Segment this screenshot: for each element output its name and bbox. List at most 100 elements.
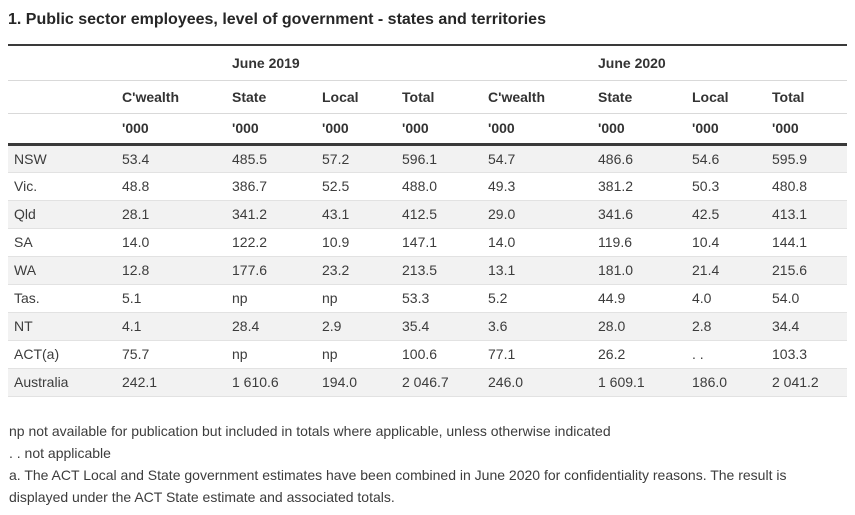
- data-cell: 177.6: [232, 262, 268, 278]
- data-cell: 480.8: [772, 178, 808, 194]
- data-cell: 77.1: [488, 346, 516, 362]
- data-cell: 488.0: [402, 178, 438, 194]
- data-cell: 13.1: [488, 262, 516, 278]
- data-cell: 103.3: [772, 346, 808, 362]
- table-body: NSW 53.4 485.5 57.2 596.1 54.7 486.6 54.6 595.9 V…: [8, 144, 847, 396]
- column-header: Total: [396, 80, 482, 114]
- data-cell: 54.6: [692, 150, 720, 167]
- row-label: ACT(a): [14, 346, 60, 362]
- empty-cell: [396, 45, 482, 81]
- data-cell: 485.5: [232, 150, 268, 167]
- data-cell: 100.6: [402, 346, 438, 362]
- data-cell: 595.9: [772, 150, 808, 167]
- data-cell: 2 041.2: [772, 374, 819, 390]
- unit-header: '000: [396, 113, 482, 146]
- data-cell: 215.6: [772, 262, 808, 278]
- table-row: SA 14.0 122.2 10.9 147.1 14.0 119.6 10.4 144.1: [8, 228, 847, 256]
- table-row: Australia 242.1 1 610.6 194.0 2 046.7 246.0 1 …: [8, 368, 847, 396]
- data-cell: 186.0: [692, 374, 728, 390]
- data-cell: 341.6: [598, 206, 634, 222]
- table-row: ACT(a) 75.7 np np 100.6 77.1 26.2 . . 103.3: [8, 340, 847, 368]
- row-label: Tas.: [14, 290, 40, 306]
- empty-cell: [8, 113, 116, 146]
- year-group-row: June 2019 June 2020: [8, 45, 847, 81]
- data-cell: 4.1: [122, 318, 142, 334]
- data-cell: 2.9: [322, 318, 342, 334]
- data-cell: 34.4: [772, 318, 800, 334]
- data-cell: 386.7: [232, 178, 268, 194]
- column-header: C'wealth: [116, 80, 226, 114]
- data-cell: 43.1: [322, 206, 350, 222]
- data-cell: 10.4: [692, 234, 720, 250]
- data-cell: 2 046.7: [402, 374, 449, 390]
- data-cell: 53.4: [122, 150, 150, 167]
- row-label: WA: [14, 262, 37, 278]
- data-cell: 52.5: [322, 178, 350, 194]
- row-label: Australia: [14, 374, 69, 390]
- data-cell: 28.4: [232, 318, 260, 334]
- data-cell: 246.0: [488, 374, 524, 390]
- data-cell: 147.1: [402, 234, 438, 250]
- unit-header: '000: [592, 113, 686, 146]
- page-title: 1. Public sector employees, level of gov…: [8, 11, 546, 28]
- data-cell: 57.2: [322, 150, 350, 167]
- empty-cell: [116, 45, 226, 81]
- table-header: June 2019 June 2020 C'wealth State Local To…: [8, 45, 847, 146]
- data-cell: 35.4: [402, 318, 430, 334]
- data-cell: 413.1: [772, 206, 808, 222]
- data-cell: 28.0: [598, 318, 626, 334]
- data-cell: 10.9: [322, 234, 350, 250]
- data-cell: 122.2: [232, 234, 268, 250]
- row-label: Qld: [14, 206, 36, 222]
- empty-cell: [482, 45, 592, 81]
- data-cell: 242.1: [122, 374, 158, 390]
- data-cell: np: [322, 346, 338, 362]
- data-cell: 4.0: [692, 290, 712, 306]
- column-header: Total: [766, 80, 847, 114]
- data-cell: 119.6: [598, 234, 632, 250]
- unit-header: '000: [226, 113, 316, 146]
- data-cell: 486.6: [598, 150, 634, 167]
- table-row: Vic. 48.8 386.7 52.5 488.0 49.3 381.2 50.3 480.8: [8, 172, 847, 200]
- row-label: NSW: [14, 150, 47, 167]
- data-cell: 596.1: [402, 150, 438, 167]
- data-cell: 341.2: [232, 206, 268, 222]
- data-cell: 48.8: [122, 178, 150, 194]
- table-row: WA 12.8 177.6 23.2 213.5 13.1 181.0 21.4 215.6: [8, 256, 847, 284]
- footnote-not-applicable: . . not applicable: [9, 444, 111, 461]
- data-cell: 21.4: [692, 262, 720, 278]
- empty-cell: [8, 45, 116, 81]
- footnote-a: a. The ACT Local and State government es…: [9, 466, 787, 505]
- data-cell: 1 610.6: [232, 374, 279, 390]
- empty-cell: [766, 45, 847, 81]
- data-cell: 5.1: [122, 290, 142, 306]
- column-header: State: [226, 80, 316, 114]
- column-header: Local: [316, 80, 396, 114]
- data-cell: 381.2: [598, 178, 634, 194]
- footnote-np: np not available for publication but inc…: [9, 422, 611, 439]
- row-label: SA: [14, 234, 33, 250]
- data-cell: 42.5: [692, 206, 720, 222]
- data-cell: 14.0: [122, 234, 150, 250]
- data-cell: 194.0: [322, 374, 358, 390]
- row-label: Vic.: [14, 178, 38, 194]
- data-cell: 14.0: [488, 234, 516, 250]
- data-cell: 5.2: [488, 290, 508, 306]
- column-header: State: [592, 80, 686, 114]
- data-cell: np: [232, 290, 248, 306]
- data-cell: np: [232, 346, 248, 362]
- data-cell: np: [322, 290, 338, 306]
- data-cell: 53.3: [402, 290, 430, 306]
- column-header: C'wealth: [482, 80, 592, 114]
- data-cell: 26.2: [598, 346, 626, 362]
- data-cell: 412.5: [402, 206, 438, 222]
- row-label: NT: [14, 318, 33, 334]
- data-cell: 3.6: [488, 318, 508, 334]
- empty-cell: [8, 80, 116, 114]
- table-row: Tas. 5.1 np np 53.3 5.2 44.9 4.0 54.0: [8, 284, 847, 312]
- unit-header: '000: [116, 113, 226, 146]
- column-header: Local: [686, 80, 766, 114]
- data-cell: 2.8: [692, 318, 712, 334]
- data-cell: 44.9: [598, 290, 626, 306]
